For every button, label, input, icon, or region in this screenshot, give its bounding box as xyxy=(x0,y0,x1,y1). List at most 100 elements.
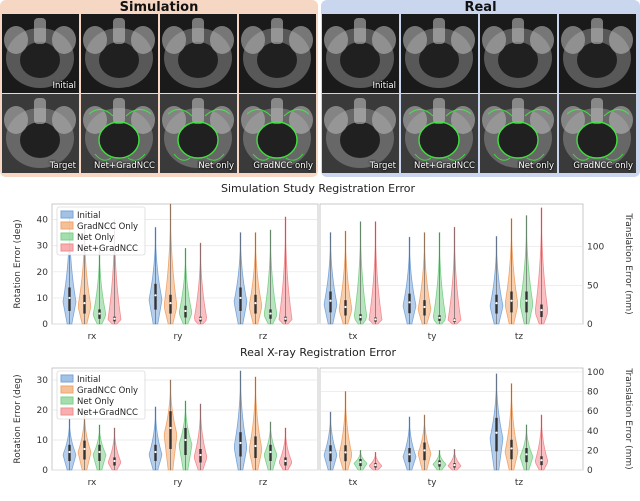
xray-label: Net only xyxy=(518,161,554,171)
legend-swatch xyxy=(60,210,74,219)
violin-median xyxy=(344,451,347,454)
violin-median xyxy=(184,438,187,442)
y-tick-label: 10 xyxy=(37,436,49,446)
x-tick-label: ry xyxy=(173,332,183,342)
violin-median xyxy=(525,453,528,456)
x-tick-label: tx xyxy=(349,478,359,488)
y-axis-label: Rotation Error (deg) xyxy=(13,374,23,463)
y2-axis-label: Translation Error (mm) xyxy=(623,367,633,469)
violin-median xyxy=(495,301,498,305)
xray-label: Target xyxy=(369,161,396,171)
x-tick-label: rx xyxy=(88,332,97,342)
violin-median xyxy=(68,450,71,454)
violin-iqr-box xyxy=(239,287,242,311)
violin-iqr-box xyxy=(154,283,157,310)
xray-label: Initial xyxy=(372,81,396,91)
violin-iqr-box xyxy=(525,291,528,313)
sim-xray-image xyxy=(81,14,158,93)
x-tick-label: rx xyxy=(88,478,97,488)
legend-label: Initial xyxy=(77,375,101,385)
real-title: Real xyxy=(464,0,497,15)
violin-median xyxy=(269,450,272,454)
violin-median xyxy=(438,462,441,465)
xray-label: GradNCC only xyxy=(573,161,633,171)
violin-median xyxy=(113,317,116,320)
y2-tick-label: 0 xyxy=(587,466,593,476)
violin-median xyxy=(239,296,242,300)
y-tick-label: 40 xyxy=(37,216,49,226)
violin-median xyxy=(284,317,287,320)
violin-median xyxy=(453,463,456,467)
violin-median xyxy=(329,451,332,454)
legend-swatch xyxy=(60,221,74,230)
violin-median xyxy=(83,302,86,305)
chart-title: Simulation Study Registration Error xyxy=(221,182,415,195)
xray-label: Initial xyxy=(52,81,76,91)
violin-median xyxy=(83,447,86,451)
y2-tick-label: 60 xyxy=(587,407,599,417)
legend-swatch xyxy=(60,374,74,383)
sim-xray-image xyxy=(239,14,316,93)
y-tick-label: 0 xyxy=(42,466,48,476)
y2-tick-label: 40 xyxy=(587,427,599,437)
violin-median xyxy=(525,299,528,302)
violin-median xyxy=(510,299,513,302)
y-tick-label: 10 xyxy=(37,294,49,304)
y-tick-label: 20 xyxy=(37,406,49,416)
violin-median xyxy=(154,450,157,454)
real-xray-image: Initial xyxy=(322,14,399,93)
y-tick-label: 30 xyxy=(37,242,49,252)
violin-median xyxy=(254,302,257,305)
xray-label: Net only xyxy=(198,161,234,171)
legend-swatch xyxy=(60,385,74,394)
sim-xray-image: Net only xyxy=(160,94,237,173)
x-tick-label: ry xyxy=(173,478,183,488)
legend-label: GradNCC Only xyxy=(77,222,138,232)
violin-median xyxy=(359,315,362,319)
violin-median xyxy=(408,301,411,304)
real-xray-image xyxy=(559,14,636,93)
simulation-title: Simulation xyxy=(119,0,199,15)
real-xray-image xyxy=(480,14,557,93)
x-tick-label: ty xyxy=(428,478,438,488)
violin-median xyxy=(453,319,456,322)
xray-label: Target xyxy=(49,161,76,171)
x-tick-label: tz xyxy=(515,478,524,488)
violin-median xyxy=(438,316,441,319)
y-axis-label: Rotation Error (deg) xyxy=(13,219,23,308)
violin-iqr-box xyxy=(254,436,257,458)
real-xray-image: GradNCC only xyxy=(559,94,636,173)
violin-iqr-box xyxy=(510,291,513,313)
violin-median xyxy=(284,459,287,463)
x-tick-label: tx xyxy=(349,332,359,342)
x-tick-label: ty xyxy=(428,332,438,342)
sim-xray-image xyxy=(160,14,237,93)
violin-median xyxy=(98,450,101,454)
legend-swatch xyxy=(60,232,74,241)
violin-median xyxy=(113,459,116,463)
legend-label: Net+GradNCC xyxy=(77,408,138,418)
violin-median xyxy=(154,294,157,297)
violin-iqr-box xyxy=(184,428,187,455)
legend-label: Net Only xyxy=(77,397,114,407)
violin-iqr-box xyxy=(239,432,242,457)
y2-axis-label: Translation Error (mm) xyxy=(623,212,633,314)
violin-median xyxy=(329,299,332,302)
violin-median xyxy=(359,461,362,464)
chart-title: Real X-ray Registration Error xyxy=(240,346,397,359)
violin-median xyxy=(423,449,426,452)
violin-median xyxy=(374,463,377,467)
violin-median xyxy=(98,312,101,315)
violin-median xyxy=(184,309,187,313)
xray-label: Net+GradNCC xyxy=(414,161,475,171)
sim-xray-image: Net+GradNCC xyxy=(81,94,158,173)
y2-tick-label: 50 xyxy=(587,281,599,291)
y2-tick-label: 80 xyxy=(587,388,599,398)
violin-iqr-box xyxy=(329,291,332,313)
y2-tick-label: 20 xyxy=(587,446,599,456)
y2-tick-label: 0 xyxy=(587,320,593,330)
violin-median xyxy=(408,453,411,456)
sim-xray-image: GradNCC only xyxy=(239,94,316,173)
violin-iqr-box xyxy=(68,287,71,311)
sim-xray-image: Target xyxy=(2,94,79,173)
